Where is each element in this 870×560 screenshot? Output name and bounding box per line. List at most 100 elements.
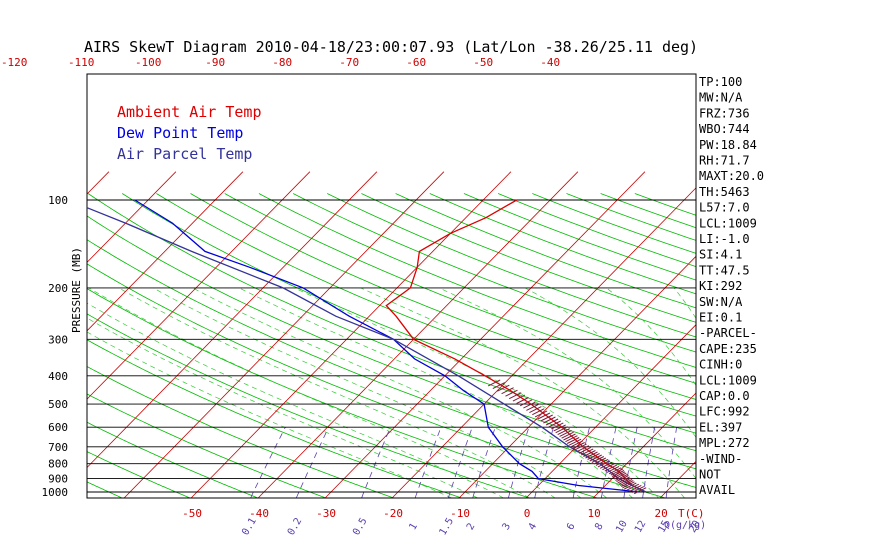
cape-hatch-mark [591,456,605,463]
bottom-temp-tick-label: -40 [249,507,269,520]
mixing-ratio-line [572,427,590,499]
moist-adiabat [294,287,659,499]
index-item: LCL:1009 [699,373,757,387]
mixing-ratio-line [665,427,678,499]
isotherm [391,187,697,499]
top-temp-tick-label: -100 [135,56,162,69]
top-temp-tick-label: -90 [205,56,225,69]
cape-hatch-mark [568,438,582,446]
dry-adiabat [121,193,697,434]
background-grid [86,171,697,499]
cape-hatch-mark [580,448,594,456]
cape-hatch-mark [516,397,529,404]
mixing-ratio-line [447,427,473,499]
mixing-ratio-line [250,427,286,499]
index-item: KI:292 [699,279,742,293]
dry-adiabat [292,193,697,353]
index-item: SI:4.1 [699,248,742,262]
cape-hatch-mark [540,414,553,422]
y-axis-label: PRESSURE (MB) [70,247,83,333]
pressure-tick-label: 700 [48,441,68,454]
bottom-temp-tick-label: -20 [383,507,403,520]
dry-adiabat [86,421,259,499]
dry-adiabat [429,193,697,295]
mixing-ratio-line [472,427,496,499]
pressure-tick-label: 400 [48,370,68,383]
cape-hatch-mark [512,394,526,402]
moist-adiabat [118,287,556,499]
cape-hatch-mark [537,412,551,420]
cape-hatch-mark [606,465,620,473]
dry-adiabat [497,193,697,267]
index-item: FRZ:736 [699,106,750,120]
cape-hatch-mark [626,483,640,491]
cape-hatch-mark [543,416,556,424]
dry-adiabat [566,193,697,241]
cape-hatch-mark [555,426,568,434]
cape-hatching [487,379,647,495]
pressure-tick-label: 1000 [42,486,69,499]
dry-adiabat [86,481,123,499]
chart-title: AIRS SkewT Diagram 2010-04-18/23:00:07.9… [84,38,698,56]
isotherm [525,324,697,499]
cape-hatch-mark [563,433,576,441]
bottom-temp-tick-label: 0 [524,507,531,520]
index-item: L57:7.0 [699,201,750,215]
isotherm [324,171,646,499]
cape-hatch-mark [593,457,607,465]
isotherm [458,256,697,499]
cape-hatch-mark [529,406,542,414]
cape-hatch-mark [583,450,596,457]
top-temp-tick-label: -50 [473,56,493,69]
index-item: EI:0.1 [699,311,742,325]
mixing-ratio-tick-label: 20 [687,519,703,535]
index-item: PW:18.84 [699,138,757,152]
isotherm [190,171,512,499]
cape-hatch-mark [505,389,518,397]
mixing-ratio-tick-label: 12 [633,519,649,535]
mixing-ratio-tick-label: 0.5 [351,516,370,537]
pressure-tick-label: 600 [48,421,68,434]
top-temp-tick-label: -110 [68,56,95,69]
ambient-air-temp-line [385,199,647,493]
pressure-tick-label: 800 [48,458,68,471]
dry-adiabat [224,193,697,384]
cape-hatch-mark [523,401,536,409]
dry-adiabat [361,193,697,323]
pressure-tick-label: 200 [48,282,68,295]
cape-hatch-mark [570,440,584,448]
moist-adiabat [88,287,530,499]
index-item: CAPE:235 [699,342,757,356]
mixing-ratio-tick-label: 8 [593,521,606,532]
dry-adiabat [634,193,697,216]
index-item: CINH:0 [699,358,742,372]
cape-hatch-mark [545,418,559,426]
dry-adiabat [395,193,697,309]
cape-hatch-mark [616,475,629,483]
legend-ambient: Ambient Air Temp [117,103,262,121]
cape-hatch-mark [608,467,622,475]
mixing-ratio-line [508,427,530,499]
mixing-ratio-unit-label: Q(g/kg) [664,520,706,531]
pressure-tick-label: 300 [48,333,68,346]
mixing-ratio-tick-label: 2 [465,521,478,532]
dry-adiabat [86,313,530,499]
cape-hatch-mark [574,443,587,451]
moist-adiabat [192,287,608,499]
pressure-tick-label: 500 [48,398,68,411]
mixing-ratio-line [295,427,329,499]
cape-hatch-mark [597,460,611,468]
moist-adiabat [438,287,697,479]
top-temp-tick-label: -80 [272,56,292,69]
bottom-temp-tick-label: 10 [587,507,600,520]
cape-hatch-mark [618,477,632,485]
cape-hatch-mark [633,487,647,495]
dry-adiabat [258,193,697,368]
isotherm [86,171,110,195]
cape-hatch-mark [501,387,514,395]
x-axis-label: T(C) [678,507,705,520]
bottom-temp-tick-label: -50 [182,507,202,520]
cape-hatch-mark [519,399,533,407]
cape-hatch-mark [599,461,613,469]
